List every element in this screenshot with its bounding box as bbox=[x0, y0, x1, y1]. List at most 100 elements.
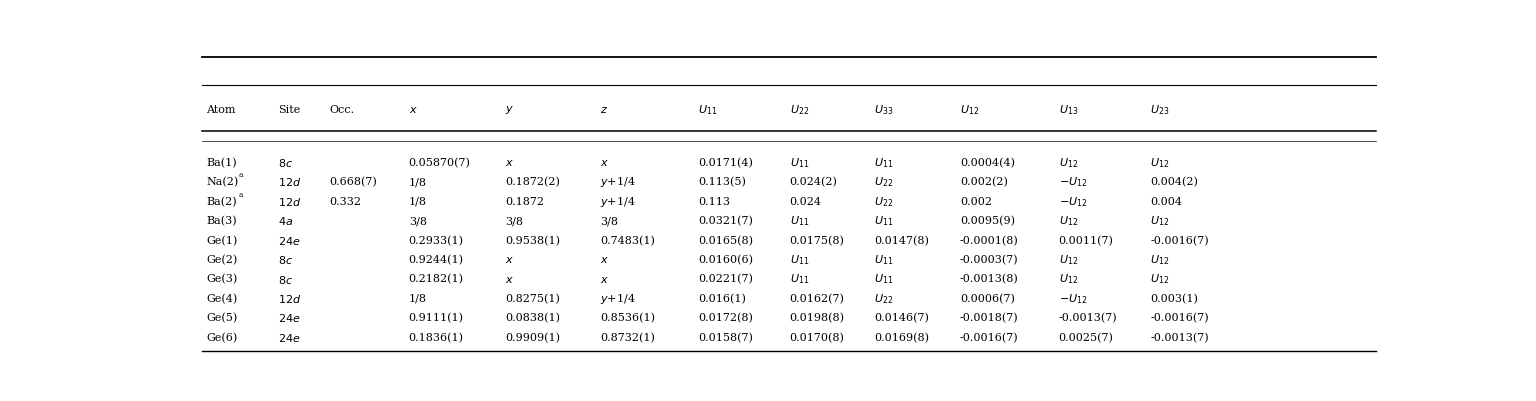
Text: 1/8: 1/8 bbox=[409, 294, 427, 304]
Text: Ge(2): Ge(2) bbox=[206, 255, 238, 265]
Text: Ge(1): Ge(1) bbox=[206, 235, 238, 246]
Text: 0.7483(1): 0.7483(1) bbox=[601, 235, 656, 246]
Text: $x$: $x$ bbox=[601, 275, 610, 285]
Text: Occ.: Occ. bbox=[329, 105, 353, 115]
Text: $U_{12}$: $U_{12}$ bbox=[1058, 253, 1078, 267]
Text: 0.0095(9): 0.0095(9) bbox=[960, 216, 1015, 226]
Text: 0.002(2): 0.002(2) bbox=[960, 177, 1008, 187]
Text: $x$: $x$ bbox=[601, 255, 610, 265]
Text: $U_{11}$: $U_{11}$ bbox=[874, 214, 894, 228]
Text: 0.0147(8): 0.0147(8) bbox=[874, 235, 929, 246]
Text: 0.0321(7): 0.0321(7) bbox=[697, 216, 753, 226]
Text: 0.0004(4): 0.0004(4) bbox=[960, 158, 1015, 168]
Text: 0.05870(7): 0.05870(7) bbox=[409, 158, 470, 168]
Text: $U_{11}$: $U_{11}$ bbox=[790, 253, 809, 267]
Text: -0.0013(8): -0.0013(8) bbox=[960, 274, 1018, 285]
Text: 0.024(2): 0.024(2) bbox=[790, 177, 837, 187]
Text: $U_{22}$: $U_{22}$ bbox=[874, 292, 894, 306]
Text: $8c$: $8c$ bbox=[278, 254, 293, 266]
Text: Ge(3): Ge(3) bbox=[206, 274, 238, 285]
Text: $x$: $x$ bbox=[409, 105, 418, 115]
Text: 0.9244(1): 0.9244(1) bbox=[409, 255, 464, 265]
Text: 3/8: 3/8 bbox=[601, 216, 619, 226]
Text: 0.0170(8): 0.0170(8) bbox=[790, 333, 845, 343]
Text: $x$: $x$ bbox=[505, 275, 515, 285]
Text: -0.0016(7): -0.0016(7) bbox=[1150, 313, 1209, 324]
Text: 0.0838(1): 0.0838(1) bbox=[505, 313, 561, 324]
Text: 0.1836(1): 0.1836(1) bbox=[409, 333, 464, 343]
Text: $U_{11}$: $U_{11}$ bbox=[790, 214, 809, 228]
Text: $U_{11}$: $U_{11}$ bbox=[790, 273, 809, 286]
Text: $y$+1/4: $y$+1/4 bbox=[601, 292, 636, 306]
Text: -0.0016(7): -0.0016(7) bbox=[1150, 235, 1209, 246]
Text: 0.8536(1): 0.8536(1) bbox=[601, 313, 656, 324]
Text: $U_{13}$: $U_{13}$ bbox=[1058, 103, 1078, 117]
Text: 0.0165(8): 0.0165(8) bbox=[697, 235, 753, 246]
Text: 0.0011(7): 0.0011(7) bbox=[1058, 235, 1114, 246]
Text: Site: Site bbox=[278, 105, 300, 115]
Text: $U_{11}$: $U_{11}$ bbox=[790, 156, 809, 170]
Text: $U_{12}$: $U_{12}$ bbox=[1150, 253, 1169, 267]
Text: $x$: $x$ bbox=[601, 158, 610, 168]
Text: 0.0169(8): 0.0169(8) bbox=[874, 333, 929, 343]
Text: $12d$: $12d$ bbox=[278, 196, 301, 208]
Text: $U_{33}$: $U_{33}$ bbox=[874, 103, 894, 117]
Text: $U_{12}$: $U_{12}$ bbox=[1150, 156, 1169, 170]
Text: 0.9111(1): 0.9111(1) bbox=[409, 313, 464, 324]
Text: 1/8: 1/8 bbox=[409, 177, 427, 187]
Text: 0.0175(8): 0.0175(8) bbox=[790, 235, 845, 246]
Text: $U_{23}$: $U_{23}$ bbox=[1150, 103, 1169, 117]
Text: $24e$: $24e$ bbox=[278, 235, 300, 247]
Text: $-U_{12}$: $-U_{12}$ bbox=[1058, 175, 1087, 189]
Text: 0.002: 0.002 bbox=[960, 197, 992, 207]
Text: $U_{12}$: $U_{12}$ bbox=[1150, 273, 1169, 286]
Text: $x$: $x$ bbox=[505, 255, 515, 265]
Text: 0.0171(4): 0.0171(4) bbox=[697, 158, 753, 168]
Text: 0.1872: 0.1872 bbox=[505, 197, 544, 207]
Text: a: a bbox=[240, 191, 244, 199]
Text: $12d$: $12d$ bbox=[278, 293, 301, 305]
Text: $U_{12}$: $U_{12}$ bbox=[1058, 156, 1078, 170]
Text: Ge(4): Ge(4) bbox=[206, 294, 238, 304]
Text: 0.668(7): 0.668(7) bbox=[329, 177, 376, 187]
Text: $4a$: $4a$ bbox=[278, 215, 293, 227]
Text: 0.004: 0.004 bbox=[1150, 197, 1183, 207]
Text: -0.0016(7): -0.0016(7) bbox=[960, 333, 1018, 343]
Text: $8c$: $8c$ bbox=[278, 273, 293, 286]
Text: $U_{22}$: $U_{22}$ bbox=[874, 175, 894, 189]
Text: 0.2182(1): 0.2182(1) bbox=[409, 274, 464, 285]
Text: -0.0003(7): -0.0003(7) bbox=[960, 255, 1018, 265]
Text: 0.0146(7): 0.0146(7) bbox=[874, 313, 929, 324]
Text: $x$: $x$ bbox=[505, 158, 515, 168]
Text: $U_{12}$: $U_{12}$ bbox=[1058, 214, 1078, 228]
Text: 0.0172(8): 0.0172(8) bbox=[697, 313, 753, 324]
Text: 3/8: 3/8 bbox=[505, 216, 524, 226]
Text: $U_{11}$: $U_{11}$ bbox=[874, 273, 894, 286]
Text: 0.113(5): 0.113(5) bbox=[697, 177, 746, 187]
Text: 0.0158(7): 0.0158(7) bbox=[697, 333, 753, 343]
Text: 0.332: 0.332 bbox=[329, 197, 361, 207]
Text: 0.003(1): 0.003(1) bbox=[1150, 294, 1198, 304]
Text: $z$: $z$ bbox=[601, 105, 608, 115]
Text: 0.8732(1): 0.8732(1) bbox=[601, 333, 656, 343]
Text: Ge(5): Ge(5) bbox=[206, 313, 238, 324]
Text: $U_{12}$: $U_{12}$ bbox=[1150, 214, 1169, 228]
Text: Ge(6): Ge(6) bbox=[206, 333, 238, 343]
Text: $U_{11}$: $U_{11}$ bbox=[874, 253, 894, 267]
Text: 0.9909(1): 0.9909(1) bbox=[505, 333, 561, 343]
Text: $U_{12}$: $U_{12}$ bbox=[1058, 273, 1078, 286]
Text: 0.8275(1): 0.8275(1) bbox=[505, 294, 561, 304]
Text: 0.2933(1): 0.2933(1) bbox=[409, 235, 464, 246]
Text: 0.1872(2): 0.1872(2) bbox=[505, 177, 561, 187]
Text: Atom: Atom bbox=[206, 105, 237, 115]
Text: $y$+1/4: $y$+1/4 bbox=[601, 195, 636, 209]
Text: Ba(1): Ba(1) bbox=[206, 158, 237, 168]
Text: a: a bbox=[240, 172, 244, 180]
Text: -0.0013(7): -0.0013(7) bbox=[1058, 313, 1117, 324]
Text: $12d$: $12d$ bbox=[278, 176, 301, 188]
Text: $-U_{12}$: $-U_{12}$ bbox=[1058, 292, 1087, 306]
Text: Ba(2): Ba(2) bbox=[206, 196, 237, 207]
Text: Na(2): Na(2) bbox=[206, 177, 238, 187]
Text: 0.0198(8): 0.0198(8) bbox=[790, 313, 845, 324]
Text: 0.024: 0.024 bbox=[790, 197, 822, 207]
